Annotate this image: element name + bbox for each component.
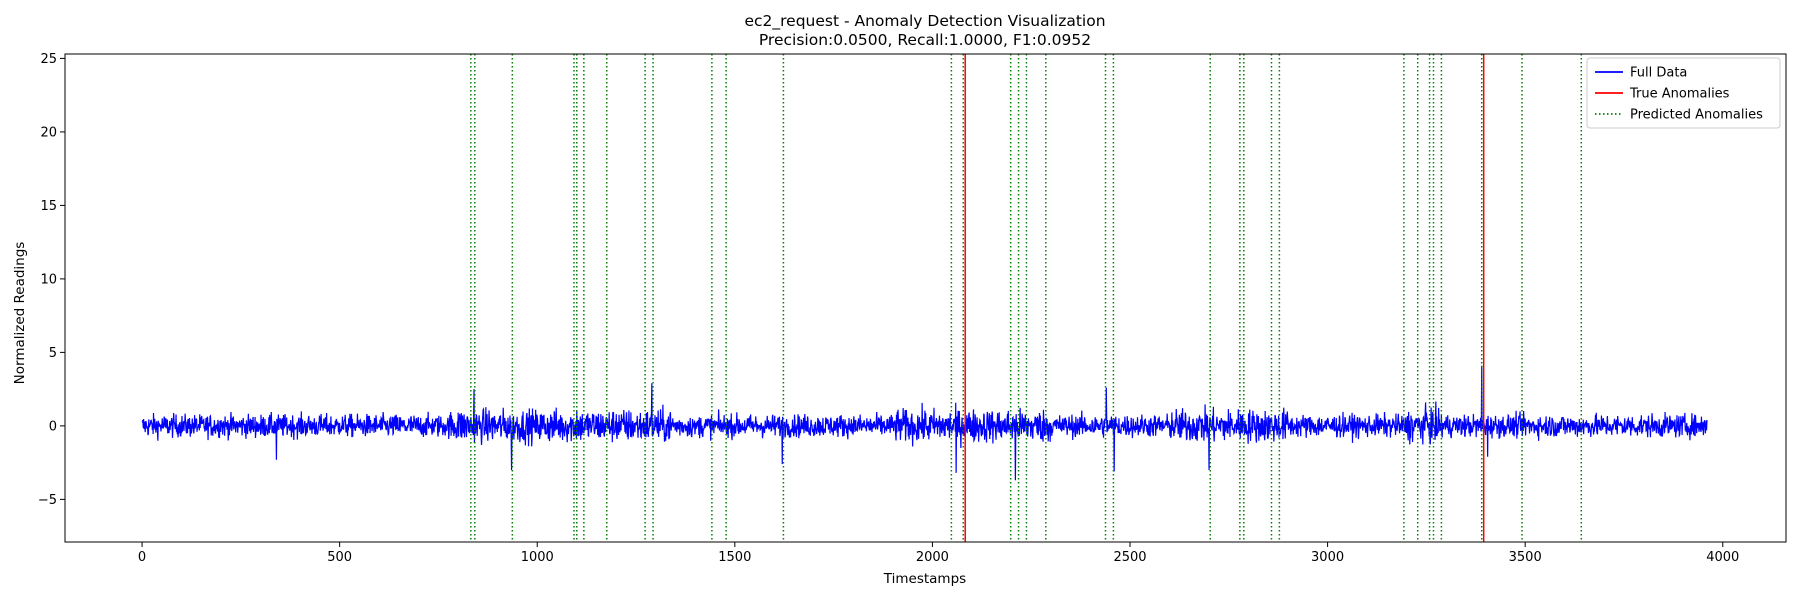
- x-tick-label-1000: 1000: [521, 550, 554, 565]
- x-tick-label-3500: 3500: [1509, 550, 1542, 565]
- y-tick-label-10: 10: [40, 272, 57, 287]
- legend-entry-1: True Anomalies: [1629, 87, 1730, 102]
- chart-title: ec2_request - Anomaly Detection Visualiz…: [744, 12, 1105, 31]
- plot-frame: [64, 53, 1787, 543]
- x-tick-label-500: 500: [327, 550, 352, 565]
- x-tick-label-4000: 4000: [1706, 550, 1739, 565]
- x-axis-label: Timestamps: [883, 571, 966, 587]
- y-tick-label-5: 5: [49, 346, 57, 361]
- x-tick-label-1500: 1500: [718, 550, 751, 565]
- legend-entry-0: Full Data: [1630, 66, 1687, 81]
- chart-subtitle: Precision:0.0500, Recall:1.0000, F1:0.09…: [759, 31, 1091, 49]
- legend-entry-2: Predicted Anomalies: [1630, 108, 1763, 123]
- y-tick-label-15: 15: [40, 199, 57, 214]
- y-tick-label--5: −5: [38, 493, 57, 508]
- y-tick-label-0: 0: [49, 419, 57, 434]
- y-axis-label: Normalized Readings: [12, 242, 28, 385]
- x-tick-label-3000: 3000: [1311, 550, 1344, 565]
- x-tick-label-2000: 2000: [916, 550, 949, 565]
- axes: 0 500 1000 1500 2000 2500 3000 3500 4000 −5 0 5 10 15…: [38, 52, 1787, 565]
- y-tick-label-25: 25: [40, 52, 57, 67]
- y-tick-label-20: 20: [40, 125, 57, 140]
- legend: Full Data True Anomalies Predicted Anomali…: [1586, 57, 1781, 129]
- x-tick-label-0: 0: [138, 550, 146, 565]
- x-tick-label-2500: 2500: [1113, 550, 1146, 565]
- legend-box: [1586, 57, 1781, 129]
- series-full-data-line: [141, 365, 1708, 481]
- plot-area: [141, 54, 1708, 542]
